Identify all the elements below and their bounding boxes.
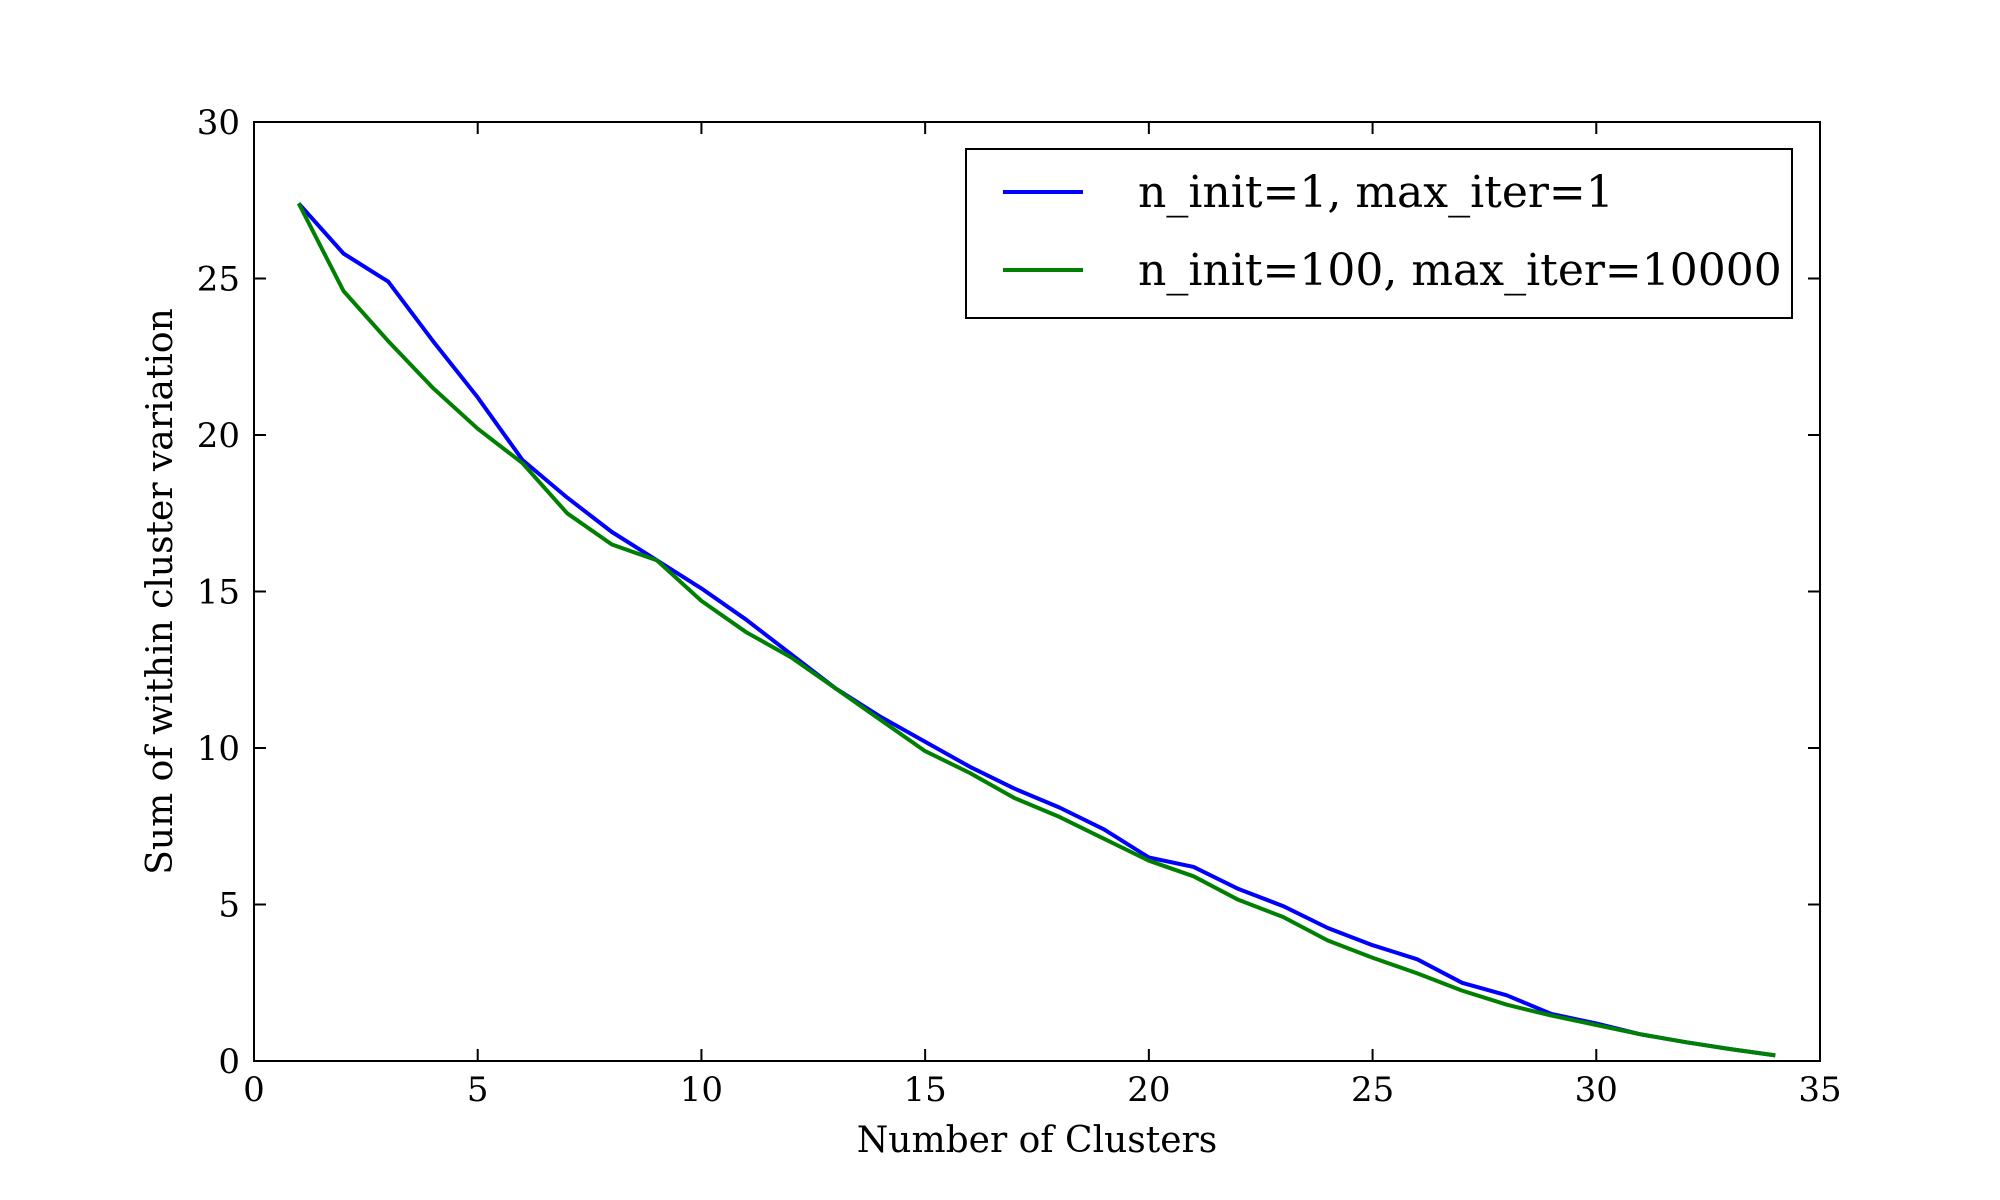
x-axis-label: Number of Clusters (857, 1120, 1217, 1161)
y-tick-label: 10 (197, 729, 240, 769)
x-tick-label: 0 (243, 1070, 265, 1110)
y-axis-label: Sum of within cluster variation (140, 308, 181, 875)
y-tick-label: 0 (218, 1042, 240, 1082)
legend: n_init=1, max_iter=1 n_init=100, max_ite… (965, 148, 1793, 319)
x-tick-label: 25 (1351, 1070, 1394, 1110)
y-tick-label: 25 (197, 260, 240, 300)
tick-labels-layer: 0 5 10 15 20 25 30 35 0 5 10 15 20 25 30 (197, 103, 1842, 1110)
y-tick-label: 30 (197, 103, 240, 143)
x-tick-label: 35 (1798, 1070, 1841, 1110)
y-tick-label: 5 (218, 886, 240, 926)
x-tick-label: 30 (1575, 1070, 1618, 1110)
legend-label-series-2: n_init=100, max_iter=10000 (1138, 245, 1782, 296)
x-tick-label: 5 (467, 1070, 489, 1110)
y-tick-label: 15 (197, 573, 240, 613)
series-line-1 (297, 202, 1776, 1058)
x-tick-label: 15 (904, 1070, 947, 1110)
y-tick-label: 20 (197, 416, 240, 456)
legend-box (965, 148, 1793, 319)
legend-label-series-1: n_init=1, max_iter=1 (1138, 167, 1614, 218)
series-layer (296, 202, 1776, 1058)
series-line-2 (296, 202, 1776, 1058)
x-tick-label: 20 (1127, 1070, 1170, 1110)
ticks-layer (253, 121, 1821, 1062)
x-tick-label: 10 (680, 1070, 723, 1110)
